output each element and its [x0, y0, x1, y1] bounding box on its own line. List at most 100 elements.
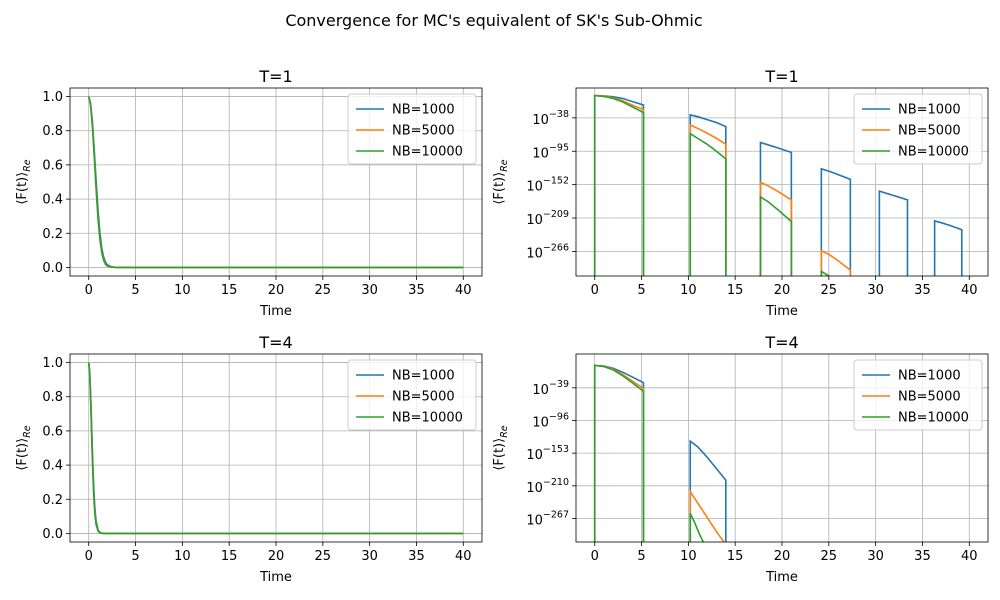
y-tick-label: 10−153: [526, 444, 569, 463]
legend-frame: [347, 93, 477, 165]
series-segment-NB=1000: [593, 94, 645, 276]
x-tick-label: 25: [315, 549, 332, 564]
y-tick-label: 10−152: [526, 176, 569, 195]
x-tick-label: 40: [455, 283, 472, 298]
legend-entry-NB=5000: NB=5000: [898, 390, 961, 405]
subplot-title: T=1: [258, 67, 292, 86]
series-segment-NB=10000: [759, 195, 793, 276]
y-tick-label: 10−96: [532, 411, 569, 430]
series-lines: [593, 94, 963, 276]
y-tick-label: 0.4: [42, 193, 63, 208]
x-tick-label: 0: [85, 283, 93, 298]
x-tick-label: 35: [914, 549, 931, 564]
legend-entry-NB=5000: NB=5000: [898, 124, 961, 139]
x-tick-label: 30: [361, 283, 378, 298]
legend-entry-NB=10000: NB=10000: [392, 411, 463, 426]
legend-entry-NB=5000: NB=5000: [392, 124, 455, 139]
y-tick-label: 10−267: [526, 510, 569, 529]
y-tick-label: 0.4: [42, 459, 63, 474]
series-segment-NB=1000: [759, 141, 793, 276]
x-tick-label: 35: [408, 549, 425, 564]
x-tick-label: 5: [637, 283, 645, 298]
series-lines: [87, 96, 464, 269]
series-segment-NB=1000: [933, 219, 963, 276]
legend-entry-NB=5000: NB=5000: [392, 390, 455, 405]
y-tick-label: 0.2: [42, 227, 63, 242]
subplot-bottom-right: 0 5 10 15 20 25 30 35 40 10−39 10−96 10−153 10−210 10…: [492, 333, 989, 585]
y-tick-label: 0.8: [42, 124, 63, 139]
series-segment-NB=1000: [878, 189, 909, 276]
series-segment-NB=1000: [593, 364, 645, 542]
x-tick-label: 25: [821, 283, 838, 298]
legend-entry-NB=1000: NB=1000: [392, 369, 455, 384]
y-tick-label: 1.0: [42, 90, 63, 105]
series-segment-NB=5000: [689, 488, 725, 542]
series-segment-NB=10000: [820, 269, 830, 276]
x-axis-label: Time: [259, 570, 292, 585]
legend-frame: [853, 93, 983, 165]
figure-suptitle: Convergence for MC's equivalent of SK's …: [285, 11, 702, 30]
y-tick-label: 0.6: [42, 424, 63, 439]
series-lines: [593, 364, 727, 542]
x-tick-label: 20: [268, 283, 285, 298]
x-tick-label: 15: [727, 549, 744, 564]
y-tick-label: 1.0: [42, 356, 63, 371]
y-tick-label: 10−210: [526, 477, 569, 496]
x-tick-label: 0: [591, 549, 599, 564]
x-tick-label: 20: [268, 549, 285, 564]
series-segment-NB=5000: [689, 123, 727, 276]
x-tick-label: 20: [774, 549, 791, 564]
legend-entry-NB=10000: NB=10000: [392, 145, 463, 160]
x-tick-label: 0: [591, 283, 599, 298]
x-tick-label: 15: [221, 549, 238, 564]
series-lines: [87, 362, 464, 535]
series-segment-NB=5000: [593, 364, 645, 542]
y-tick-label: 10−95: [532, 142, 569, 161]
x-tick-label: 20: [774, 283, 791, 298]
series-segment-NB=10000: [593, 94, 645, 276]
legend-frame: [853, 359, 983, 431]
subplot-top-left: 0 5 10 15 20 25 30 35 40 0.0 0.2 0.4 0.6 0.8 1.0 T=1 Tim…: [15, 67, 483, 319]
x-tick-label: 25: [315, 283, 332, 298]
x-tick-label: 0: [85, 549, 93, 564]
x-tick-label: 25: [821, 549, 838, 564]
subplot-title: T=1: [764, 67, 798, 86]
x-tick-label: 40: [455, 549, 472, 564]
series-segment-NB=10000: [593, 364, 645, 542]
subplot-title: T=4: [258, 333, 292, 352]
y-tick-label: 10−38: [532, 109, 569, 128]
legend-entry-NB=10000: NB=10000: [898, 145, 969, 160]
legend-entry-NB=1000: NB=1000: [898, 369, 961, 384]
legend-entry-NB=1000: NB=1000: [898, 103, 961, 118]
x-tick-label: 35: [914, 283, 931, 298]
x-tick-label: 5: [131, 283, 139, 298]
legend-entry-NB=10000: NB=10000: [898, 411, 969, 426]
x-tick-label: 10: [174, 283, 191, 298]
y-tick-label: 10−209: [526, 209, 569, 228]
series-line-NB=10000: [87, 362, 464, 535]
series-segment-NB=5000: [759, 181, 793, 276]
y-tick-label: 0.0: [42, 261, 63, 276]
legend: NB=1000 NB=5000 NB=10000: [347, 93, 477, 165]
x-tick-label: 10: [174, 549, 191, 564]
x-tick-label: 5: [637, 549, 645, 564]
y-tick-label: 10−39: [532, 379, 569, 398]
legend-entry-NB=1000: NB=1000: [392, 103, 455, 118]
subplot-top-right: 0 5 10 15 20 25 30 35 40 10−38 10−95 10−152 10−209 10…: [492, 67, 989, 319]
y-axis-label: ⟨F(t)⟩Re: [15, 159, 33, 204]
y-tick-label: 0.0: [42, 527, 63, 542]
series-segment-NB=1000: [820, 167, 852, 276]
subplot-bottom-left: 0 5 10 15 20 25 30 35 40 0.0 0.2 0.4 0.6 0.8 1.0 T=4 Tim…: [15, 333, 483, 585]
series-segment-NB=1000: [689, 439, 727, 542]
y-axis-label: ⟨F(t)⟩Re: [15, 425, 33, 470]
x-tick-label: 15: [727, 283, 744, 298]
subplot-title: T=4: [764, 333, 798, 352]
x-tick-label: 10: [680, 549, 697, 564]
y-tick-label: 0.6: [42, 158, 63, 173]
y-tick-label: 0.2: [42, 493, 63, 508]
y-tick-label: 10−266: [526, 242, 569, 261]
series-segment-NB=10000: [689, 512, 705, 542]
x-tick-label: 10: [680, 283, 697, 298]
x-tick-label: 5: [131, 549, 139, 564]
legend: NB=1000 NB=5000 NB=10000: [347, 359, 477, 431]
